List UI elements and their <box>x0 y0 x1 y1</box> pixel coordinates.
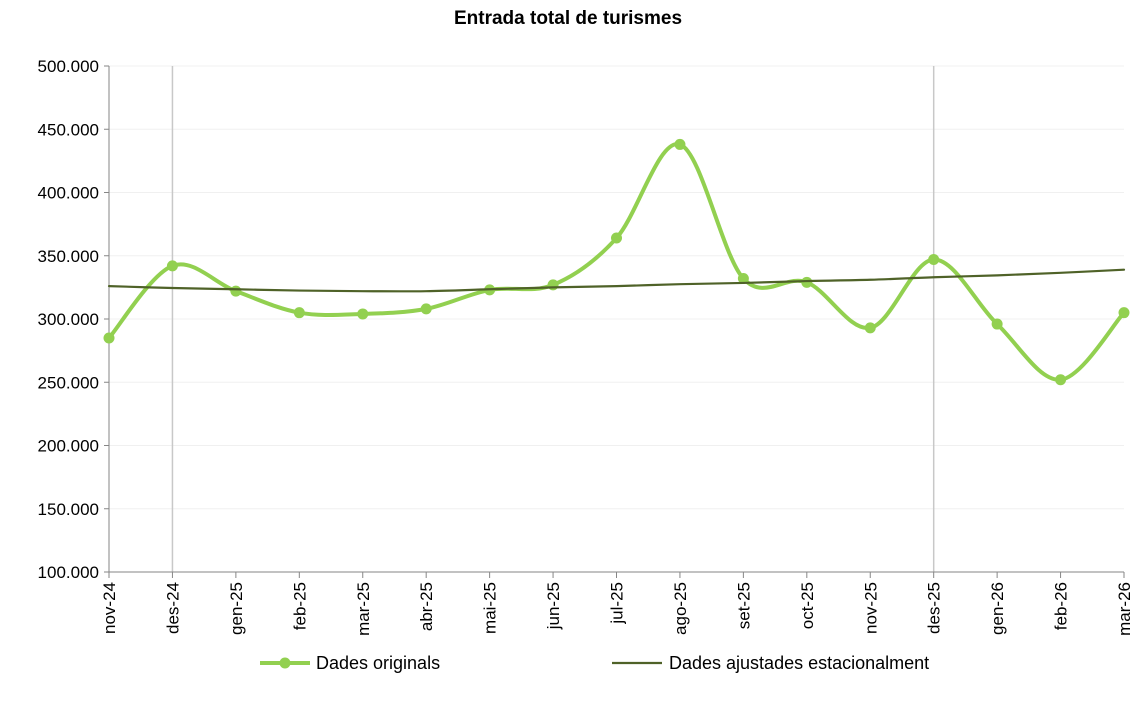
x-tick-label: gen-25 <box>227 582 246 635</box>
data-point-marker <box>928 254 940 266</box>
x-tick-label: abr-25 <box>417 582 436 631</box>
data-point-marker <box>611 232 622 244</box>
y-tick-label: 250.000 <box>38 373 99 392</box>
data-point-marker <box>674 138 686 150</box>
x-tick-label: des-24 <box>163 582 182 634</box>
x-tick-label: mar-25 <box>354 582 373 636</box>
legend-label-adjusted: Dades ajustades estacionalment <box>669 653 929 673</box>
legend-label-original: Dades originals <box>316 653 440 673</box>
data-point-marker <box>420 303 432 315</box>
data-point-marker <box>1118 307 1130 319</box>
data-point-marker <box>103 332 115 344</box>
y-tick-label: 100.000 <box>38 563 99 582</box>
x-tick-label: set-25 <box>734 582 753 629</box>
legend-marker-original <box>279 657 291 669</box>
data-point-marker <box>357 308 369 320</box>
chart-title: Entrada total de turismes <box>453 8 683 29</box>
y-tick-label: 200.000 <box>38 437 99 456</box>
data-point-marker <box>991 318 1003 330</box>
series-line-original <box>107 142 1126 382</box>
y-tick-label: 150.000 <box>38 500 99 519</box>
x-tick-label: feb-25 <box>290 582 309 630</box>
series-line-adjusted <box>107 268 1126 293</box>
x-tick-label: ago-25 <box>671 582 690 635</box>
data-point-marker <box>1055 374 1067 386</box>
x-tick-label: nov-25 <box>861 582 880 634</box>
data-point-marker <box>864 322 876 334</box>
y-tick-label: 450.000 <box>38 120 99 139</box>
data-point-marker <box>801 276 813 288</box>
x-tick-label: oct-25 <box>798 582 817 629</box>
data-point-marker <box>166 260 178 272</box>
y-tick-label: 300.000 <box>38 310 99 329</box>
y-tick-label: 500.000 <box>38 57 99 76</box>
data-point-marker <box>547 279 559 291</box>
x-tick-label: jun-25 <box>544 582 563 630</box>
y-tick-label: 400.000 <box>38 184 99 203</box>
y-tick-label: 350.000 <box>38 247 99 266</box>
x-tick-label: gen-26 <box>988 582 1007 635</box>
x-tick-label: des-25 <box>925 582 944 634</box>
data-point-marker <box>737 273 749 285</box>
data-point-marker <box>230 285 242 297</box>
x-tick-label: mar-26 <box>1115 582 1134 636</box>
x-tick-label: mai-25 <box>481 582 500 634</box>
data-point-marker <box>293 307 305 319</box>
x-tick-label: nov-24 <box>100 582 119 634</box>
x-tick-label: feb-26 <box>1052 582 1071 630</box>
x-tick-label: jul-25 <box>608 582 627 625</box>
